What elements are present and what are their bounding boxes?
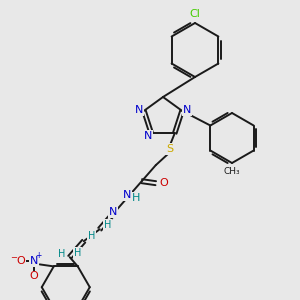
Text: H: H [74, 248, 81, 258]
Text: N: N [135, 105, 143, 115]
Text: N: N [109, 207, 117, 217]
Text: O: O [159, 178, 168, 188]
Text: CH₃: CH₃ [224, 167, 240, 176]
Text: N: N [183, 105, 191, 115]
Text: H: H [88, 231, 95, 241]
Text: H: H [58, 249, 65, 259]
Text: N: N [123, 190, 131, 200]
Text: +: + [36, 251, 42, 260]
Text: Cl: Cl [190, 9, 200, 19]
Text: N: N [144, 131, 152, 141]
Text: O: O [16, 256, 25, 266]
Text: H: H [132, 193, 140, 203]
Text: −: − [10, 253, 17, 262]
Text: S: S [166, 144, 173, 154]
Text: O: O [29, 272, 38, 281]
Text: N: N [30, 256, 38, 266]
Text: H: H [104, 220, 111, 230]
